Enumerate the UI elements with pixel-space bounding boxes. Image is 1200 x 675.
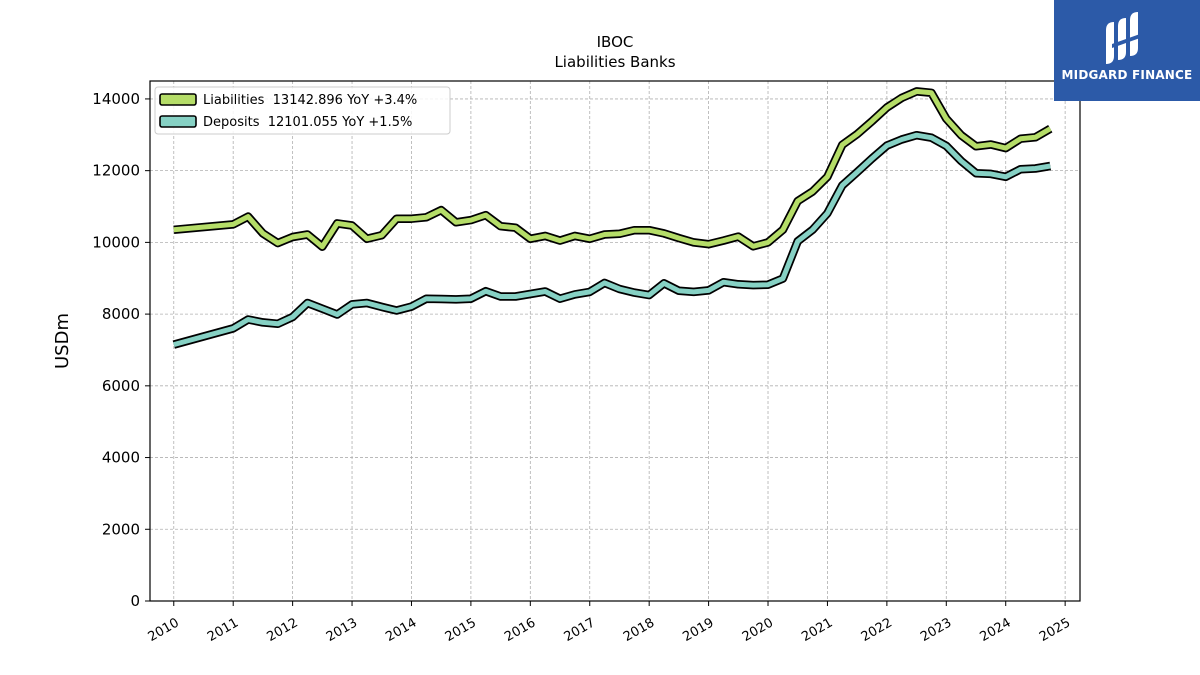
chart-title: IBOC: [597, 33, 634, 51]
y-tick-label: 0: [130, 592, 140, 610]
x-tick-label: 2011: [205, 615, 241, 645]
x-tick-label: 2019: [680, 615, 716, 645]
y-tick-label: 6000: [102, 377, 140, 395]
legend-label-deposits: Deposits 12101.055 YoY +1.5%: [203, 115, 412, 130]
x-tick-label: 2020: [740, 615, 776, 645]
y-axis-ticks: 0 2000 4000 6000 8000 10000 12000 14000: [92, 90, 150, 610]
x-tick-label: 2021: [799, 615, 835, 645]
y-tick-label: 4000: [102, 449, 140, 467]
midgard-logo-icon: [1106, 12, 1140, 64]
series-line-liabilities: [173, 88, 1052, 250]
legend-box: [154, 86, 451, 135]
x-tick-label: 2016: [502, 615, 538, 645]
x-tick-label: 2014: [383, 615, 419, 645]
y-axis-label: USDm: [52, 313, 73, 369]
y-tick-label: 8000: [102, 305, 140, 323]
x-tick-label: 2015: [443, 615, 479, 645]
series-outline-deposits: [172, 130, 1052, 349]
x-axis-ticks: 2010 2011 2012 2013 2014 2015 2016 2017 2018 2019…: [146, 601, 1073, 645]
grid: [150, 81, 1080, 602]
legend-swatch-liabilities: [159, 93, 197, 106]
x-tick-label: 2018: [621, 615, 657, 645]
legend-label-liabilities: Liabilities 13142.896 YoY +3.4%: [203, 93, 417, 108]
legend-swatch-deposits: [159, 115, 197, 128]
series-lines: [172, 87, 1053, 349]
x-tick-label: 2023: [918, 615, 954, 645]
chart-subtitle: Liabilities Banks: [554, 53, 675, 71]
brand-name: MIDGARD FINANCE: [1061, 68, 1193, 82]
legend: Liabilities 13142.896 YoY +3.4% Deposits…: [154, 86, 451, 135]
y-tick-label: 14000: [92, 90, 140, 108]
y-tick-label: 2000: [102, 520, 140, 538]
y-tick-label: 12000: [92, 162, 140, 180]
x-tick-label: 2010: [146, 615, 182, 645]
x-tick-label: 2022: [859, 615, 895, 645]
x-tick-label: 2024: [978, 615, 1014, 645]
x-tick-label: 2012: [264, 615, 300, 645]
brand-logo: MIDGARD FINANCE: [1054, 0, 1200, 101]
y-tick-label: 10000: [92, 233, 140, 251]
x-tick-label: 2013: [324, 615, 360, 645]
plot-frame: [149, 80, 1081, 602]
series-line-deposits: [173, 132, 1051, 348]
x-tick-label: 2017: [562, 615, 598, 645]
x-tick-label: 2025: [1037, 615, 1073, 645]
